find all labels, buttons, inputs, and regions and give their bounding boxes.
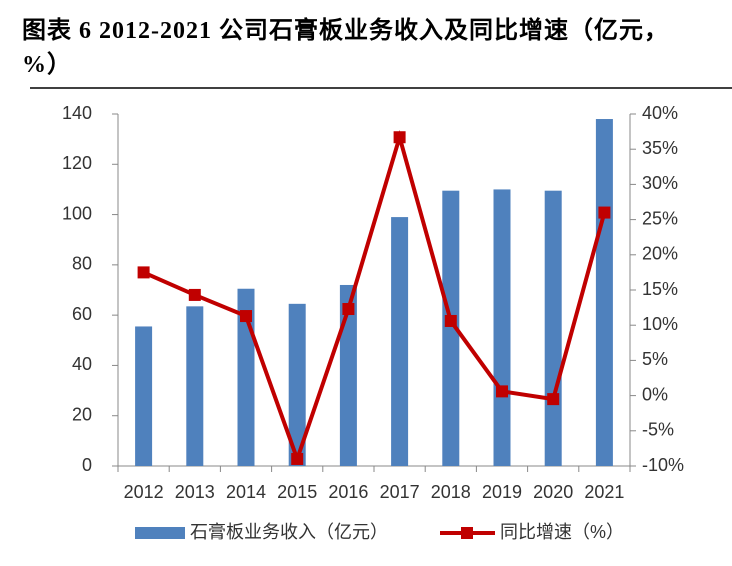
bar (186, 306, 204, 466)
y-tick-label: 120 (62, 153, 92, 173)
x-tick-label: 2018 (431, 482, 471, 502)
y-tick-label: 20 (72, 404, 92, 424)
x-tick-label: 2021 (584, 482, 624, 502)
line-marker (291, 452, 304, 465)
legend-label: 同比增速（%） (500, 522, 624, 542)
bar (442, 190, 460, 466)
bar (493, 189, 511, 466)
x-tick-label: 2014 (226, 482, 266, 502)
line-marker (393, 131, 406, 144)
line-marker (444, 314, 457, 327)
bar (288, 303, 306, 466)
bar (544, 190, 562, 466)
legend-swatch (135, 527, 185, 539)
y2-tick-label: 15% (642, 279, 678, 299)
y-tick-label: 60 (72, 304, 92, 324)
chart-title: 图表 6 2012-2021 公司石膏板业务收入及同比增速（亿元，%） (22, 18, 669, 78)
line-marker (137, 266, 150, 279)
x-tick-label: 2017 (380, 482, 420, 502)
x-tick-label: 2016 (328, 482, 368, 502)
legend-swatch-marker (461, 527, 473, 539)
y2-tick-label: 10% (642, 314, 678, 334)
line-marker (188, 288, 201, 301)
y-tick-label: 0 (82, 455, 92, 475)
x-tick-label: 2013 (175, 482, 215, 502)
line-marker (240, 310, 252, 323)
y2-tick-label: 40% (642, 103, 678, 123)
bar (339, 284, 357, 466)
y2-tick-label: 20% (642, 244, 678, 264)
line-marker (496, 385, 508, 398)
y2-tick-label: 25% (642, 208, 678, 228)
y-tick-label: 80 (72, 254, 92, 274)
bar (135, 326, 153, 466)
y2-tick-label: 30% (642, 173, 678, 193)
x-tick-label: 2020 (533, 482, 573, 502)
y2-tick-label: 0% (642, 384, 668, 404)
y-tick-label: 100 (62, 203, 92, 223)
line-marker (547, 393, 560, 406)
y2-tick-label: 5% (642, 349, 668, 369)
bar (595, 119, 613, 467)
y-tick-label: 140 (62, 103, 92, 123)
line (142, 130, 607, 466)
line-marker (342, 303, 355, 316)
line-marker (598, 206, 611, 219)
x-tick-label: 2019 (482, 482, 522, 502)
x-tick-label: 2015 (277, 482, 317, 502)
y2-tick-label: -10% (642, 455, 684, 475)
y2-tick-label: -5% (642, 420, 674, 440)
y-tick-label: 40 (72, 354, 92, 374)
bar (391, 217, 409, 466)
y2-tick-label: 35% (642, 138, 678, 158)
legend-label: 石膏板业务收入（亿元） (190, 521, 388, 542)
x-tick-label: 2012 (124, 482, 164, 502)
